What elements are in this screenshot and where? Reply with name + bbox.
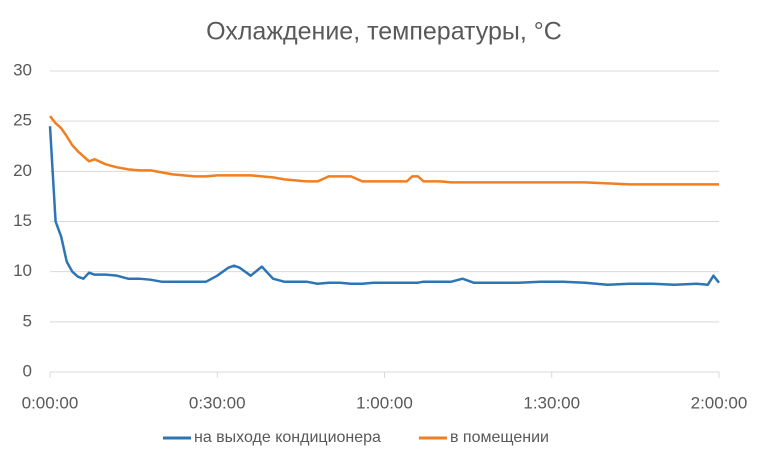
legend-text: в помещении	[450, 429, 549, 446]
chart-title: Охлаждение, температуры, °C	[206, 18, 562, 46]
x-tick-label: 2:00:00	[691, 393, 748, 412]
y-tick-label: 25	[13, 111, 32, 130]
y-tick-label: 15	[13, 211, 32, 230]
y-tick-label: 20	[13, 161, 32, 180]
legend-text: на выходе кондиционера	[194, 429, 381, 446]
y-tick-label: 10	[13, 261, 32, 280]
series-line	[48, 126, 720, 286]
x-tick-label: 0:30:00	[189, 393, 246, 412]
x-tick-label: 1:30:00	[523, 393, 580, 412]
y-tick-label: 5	[23, 311, 32, 330]
y-tick-label: 0	[23, 361, 32, 380]
series-line	[49, 115, 719, 186]
y-tick-label: 30	[13, 60, 32, 79]
x-tick-label: 1:00:00	[356, 393, 413, 412]
x-tick-label: 0:00:00	[22, 393, 79, 412]
